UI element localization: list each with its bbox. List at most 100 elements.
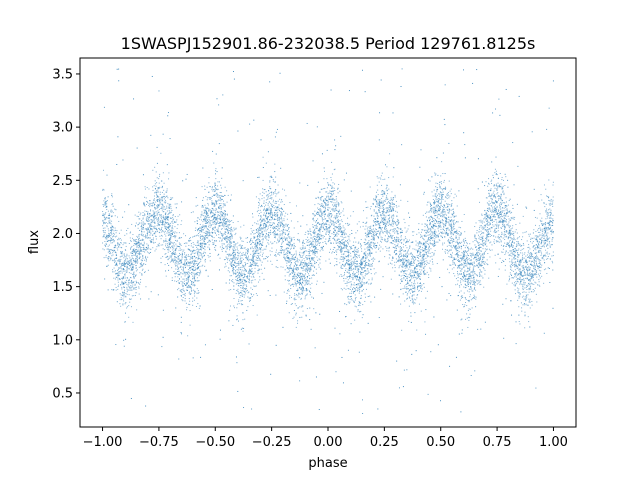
data-point (232, 248, 234, 250)
data-point (305, 315, 307, 317)
data-point (426, 255, 428, 257)
data-point (127, 284, 129, 286)
data-point (432, 210, 434, 212)
data-point (536, 254, 538, 256)
data-point (476, 255, 478, 257)
data-point (183, 256, 185, 258)
data-point (243, 290, 245, 292)
data-point (314, 230, 316, 232)
data-point (214, 226, 216, 228)
data-point (251, 282, 253, 284)
data-point (277, 200, 279, 202)
data-point (418, 262, 420, 264)
data-point (189, 238, 191, 240)
data-point (227, 238, 229, 240)
data-point (132, 273, 134, 275)
data-point (255, 244, 257, 246)
data-point (341, 289, 343, 291)
data-point (389, 206, 391, 208)
data-point (511, 227, 513, 229)
data-point (515, 249, 517, 251)
data-point (139, 256, 141, 258)
data-point (326, 226, 328, 228)
data-point (139, 248, 141, 250)
data-point (499, 198, 501, 200)
data-point (164, 217, 166, 219)
data-point (491, 220, 493, 222)
data-point (495, 207, 497, 209)
data-point (395, 249, 397, 251)
data-point (544, 242, 546, 244)
data-point (531, 264, 533, 266)
data-point (412, 241, 414, 243)
data-point (418, 264, 420, 266)
data-point (211, 210, 213, 212)
data-point (529, 256, 531, 258)
data-point (338, 203, 340, 205)
data-point (522, 254, 524, 256)
data-point (504, 254, 506, 256)
data-point (220, 195, 222, 197)
data-point (354, 254, 356, 256)
data-point (488, 239, 490, 241)
data-point (435, 209, 437, 211)
data-point (530, 237, 532, 239)
data-point (147, 230, 149, 232)
data-point (537, 246, 539, 248)
data-point (260, 232, 262, 234)
data-point (452, 232, 454, 234)
data-point (472, 283, 474, 285)
data-point (351, 298, 353, 300)
data-point (175, 243, 177, 245)
data-point (379, 205, 381, 206)
data-point (535, 247, 537, 248)
data-point (395, 245, 397, 247)
data-point (464, 304, 466, 306)
data-point (265, 248, 267, 250)
data-point (512, 246, 514, 248)
data-point (135, 280, 137, 282)
data-point (254, 236, 256, 238)
data-point (371, 229, 373, 231)
data-point (441, 197, 443, 199)
data-point (455, 258, 457, 260)
data-point (457, 255, 459, 257)
data-point (267, 227, 269, 229)
data-point (220, 200, 222, 202)
data-point (236, 282, 238, 284)
data-point (537, 257, 539, 259)
data-point (207, 202, 209, 204)
data-point (444, 210, 446, 212)
data-point (525, 262, 527, 264)
data-point (155, 191, 157, 193)
data-point (509, 231, 511, 233)
data-point (231, 228, 233, 230)
data-point (421, 249, 423, 251)
data-point (524, 304, 526, 306)
data-point (439, 214, 441, 216)
data-point (486, 197, 488, 199)
data-point (214, 205, 216, 207)
data-point (124, 321, 126, 323)
data-point (334, 168, 336, 170)
data-point (273, 230, 275, 232)
data-point (415, 249, 417, 251)
data-point (421, 260, 423, 262)
data-point (535, 239, 537, 241)
data-point (428, 236, 430, 238)
data-point (461, 252, 463, 254)
data-point (163, 201, 165, 203)
data-point (372, 236, 374, 238)
data-point (132, 237, 134, 239)
data-point (244, 275, 246, 277)
data-point (534, 256, 536, 258)
data-point (546, 258, 548, 260)
data-point (305, 269, 307, 271)
data-point (290, 247, 292, 249)
data-point (401, 329, 403, 331)
data-point (331, 220, 333, 222)
data-point (440, 228, 442, 230)
data-point (225, 265, 227, 267)
data-point (317, 249, 319, 250)
data-point (391, 206, 393, 208)
